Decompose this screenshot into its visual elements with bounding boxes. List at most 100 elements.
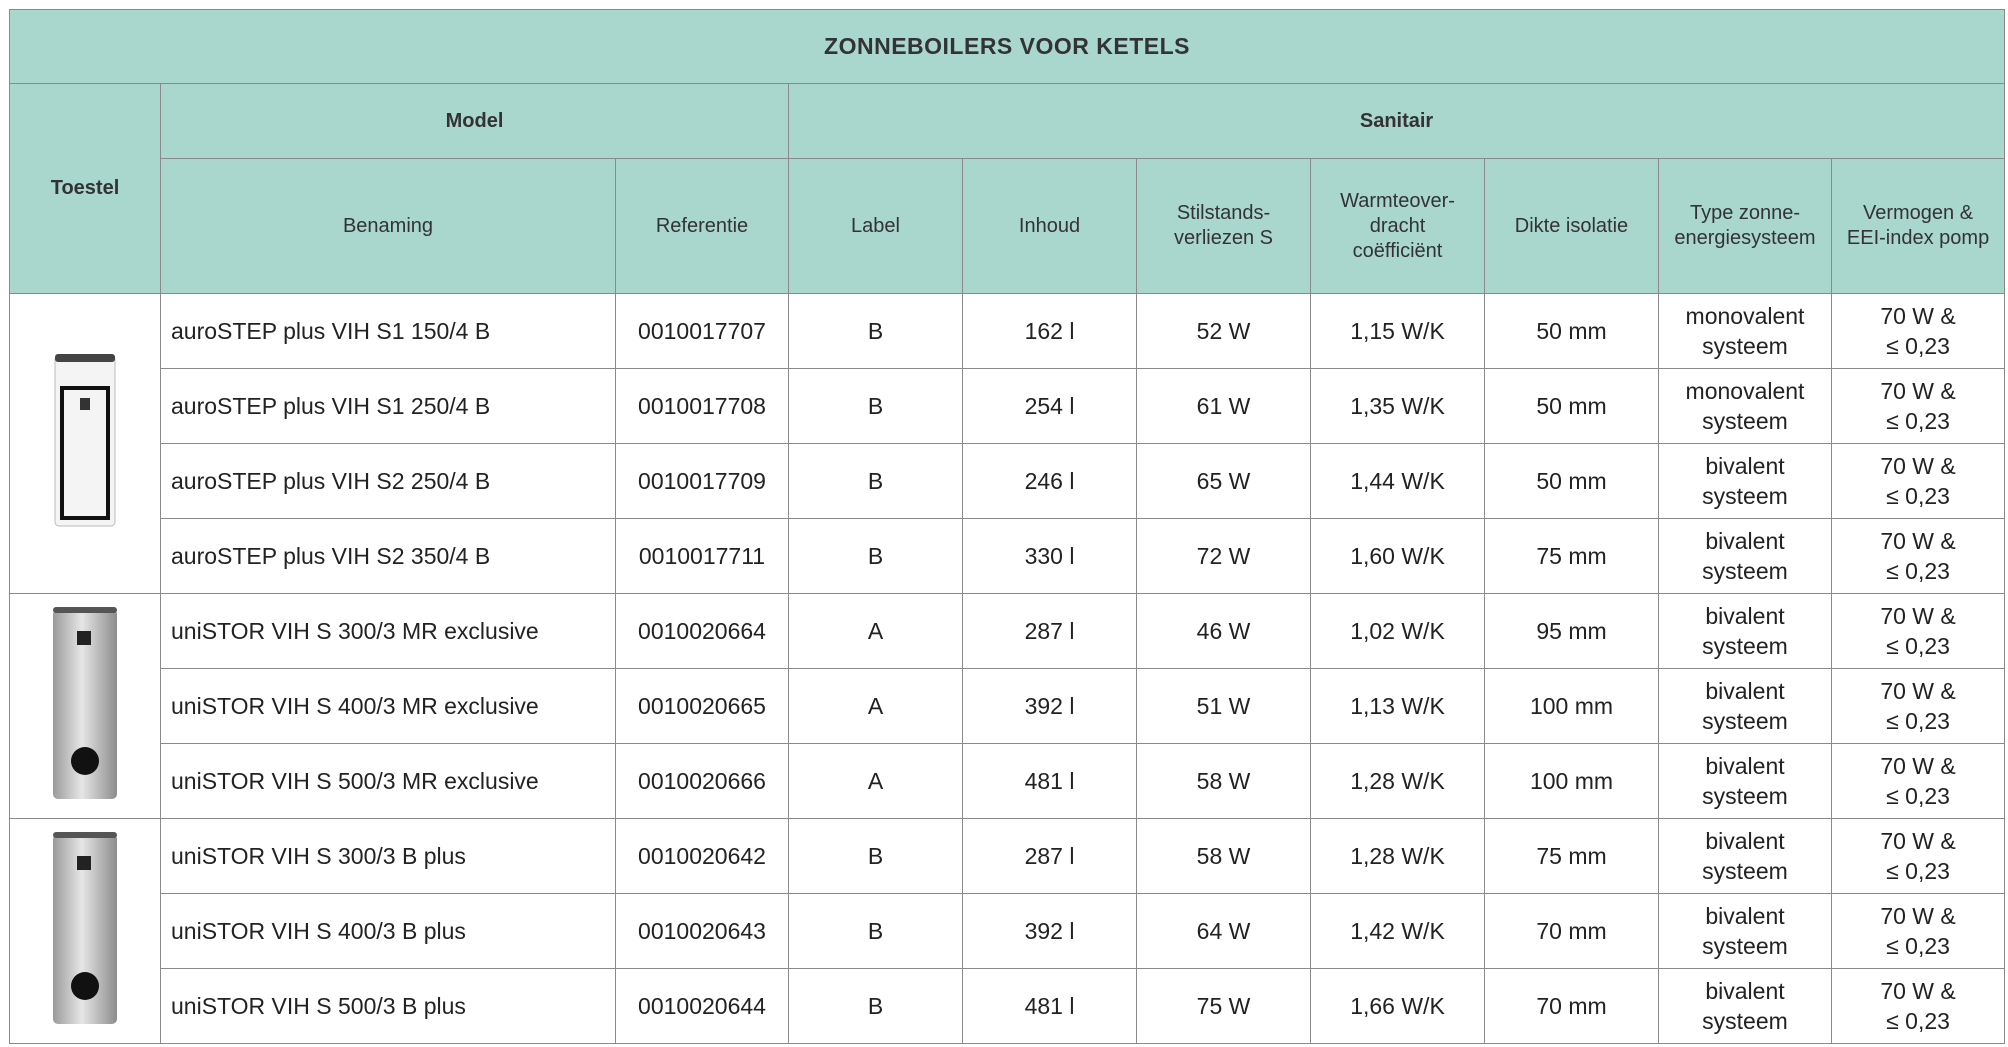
cell: 1,02 W/K	[1310, 593, 1485, 669]
cell-line: EEI-index pomp	[1846, 227, 1990, 249]
cell: B	[788, 518, 963, 594]
cell: 246 l	[962, 443, 1137, 519]
data-row: uniSTOR VIH S 400/3 MR exclusive 00100206…	[10, 668, 2006, 744]
cell: 100 mm	[1484, 668, 1659, 744]
cell-line: bivalent	[1705, 753, 1785, 779]
cell: 0010020644	[615, 968, 789, 1044]
cell: 1,60 W/K	[1310, 518, 1485, 594]
cell: bivalent systeem	[1658, 743, 1832, 819]
cell: 75 W	[1136, 968, 1311, 1044]
cell: monovalent systeem	[1658, 293, 1832, 369]
cell: 70 W & ≤ 0,23	[1830, 968, 2006, 1044]
model-name: auroSTEP plus VIH S2 250/4 B	[160, 443, 616, 519]
cell: 70 W & ≤ 0,23	[1830, 293, 2006, 369]
cell: bivalent systeem	[1658, 593, 1832, 669]
model-name: uniSTOR VIH S 400/3 MR exclusive	[160, 668, 616, 744]
model-name: auroSTEP plus VIH S1 150/4 B	[160, 293, 616, 369]
cell-line: Label	[851, 214, 900, 237]
cell-line: monovalent	[1685, 378, 1805, 404]
cell: B	[788, 443, 963, 519]
cell: 1,44 W/K	[1310, 443, 1485, 519]
cell: 0010020643	[615, 893, 789, 969]
cell: 58 W	[1136, 743, 1311, 819]
cell: 1,13 W/K	[1310, 668, 1485, 744]
cell: bivalent systeem	[1658, 443, 1832, 519]
cell: 1,28 W/K	[1310, 743, 1485, 819]
cell: 0010017708	[615, 368, 789, 444]
cell-line: bivalent	[1705, 603, 1785, 629]
cell: 70 W & ≤ 0,23	[1830, 593, 2006, 669]
model-name: uniSTOR VIH S 500/3 B plus	[160, 968, 616, 1044]
model-name: auroSTEP plus VIH S2 350/4 B	[160, 518, 616, 594]
column-header: Dikte isolatie	[1484, 158, 1659, 294]
cell-line: systeem	[1702, 933, 1788, 959]
column-header: Vermogen & EEI-index pomp	[1830, 158, 2006, 294]
cell: B	[788, 368, 963, 444]
cell-line: systeem	[1702, 633, 1788, 659]
cell: bivalent systeem	[1658, 893, 1832, 969]
model-name: uniSTOR VIH S 300/3 B plus	[160, 818, 616, 894]
data-row: auroSTEP plus VIH S1 150/4 B 0010017707 B 1…	[9, 293, 2006, 594]
cell: 70 W & ≤ 0,23	[1830, 818, 2006, 894]
model-name: uniSTOR VIH S 300/3 MR exclusive	[160, 593, 616, 669]
boiler-icon	[53, 606, 117, 799]
cell: 0010020664	[615, 593, 789, 669]
cell: 95 mm	[1484, 593, 1659, 669]
boiler-icon	[53, 831, 117, 1024]
cell: 0010017709	[615, 443, 789, 519]
cell: B	[788, 293, 963, 369]
cell: 46 W	[1136, 593, 1311, 669]
cell: 162 l	[962, 293, 1137, 369]
product-image-cell	[9, 818, 161, 1044]
cell: 72 W	[1136, 518, 1311, 594]
cell-line: energiesysteem	[1674, 227, 1816, 249]
cell: 50 mm	[1484, 293, 1659, 369]
cell: bivalent systeem	[1658, 668, 1832, 744]
cell-line: 70 W &	[1880, 978, 1956, 1004]
cell: 1,28 W/K	[1310, 818, 1485, 894]
cell: 70 W & ≤ 0,23	[1830, 443, 2006, 519]
boiler-icon	[54, 354, 116, 527]
cell: 75 mm	[1484, 818, 1659, 894]
cell: 70 W & ≤ 0,23	[1830, 668, 2006, 744]
data-row: auroSTEP plus VIH S2 350/4 B 0010017711 B 3…	[10, 518, 2006, 594]
cell: 51 W	[1136, 668, 1311, 744]
model-name: auroSTEP plus VIH S1 250/4 B	[160, 368, 616, 444]
cell-line: 70 W &	[1880, 378, 1956, 404]
cell: 61 W	[1136, 368, 1311, 444]
cell-line: ≤ 0,23	[1886, 408, 1950, 434]
cell: 481 l	[962, 743, 1137, 819]
cell-line: ≤ 0,23	[1886, 558, 1950, 584]
toestel-header: Toestel	[9, 83, 161, 294]
cell-line: bivalent	[1705, 678, 1785, 704]
cell-line: 70 W &	[1880, 528, 1956, 554]
data-row: uniSTOR VIH S 500/3 MR exclusive 00100206…	[10, 743, 2006, 819]
column-header-row: Benaming Referentie Label Inhoud Stilstands-…	[10, 158, 2006, 294]
boiler-table: ZONNEBOILERS VOOR KETELS Toestel Model Sani…	[8, 9, 2006, 1044]
cell: 100 mm	[1484, 743, 1659, 819]
column-header: Referentie	[615, 158, 789, 294]
cell: 70 mm	[1484, 968, 1659, 1044]
cell-line: 70 W &	[1880, 678, 1956, 704]
cell-line: Warmteover-	[1340, 189, 1455, 212]
cell: 70 W & ≤ 0,23	[1830, 518, 2006, 594]
cell: 0010020665	[615, 668, 789, 744]
data-row: uniSTOR VIH S 300/3 B plus 0010020642 B 287…	[9, 818, 2006, 1044]
cell: 65 W	[1136, 443, 1311, 519]
cell-line: systeem	[1702, 558, 1788, 584]
cell-line: bivalent	[1705, 453, 1785, 479]
cell-line: 70 W &	[1880, 603, 1956, 629]
data-row: auroSTEP plus VIH S1 250/4 B 0010017708 B 2…	[10, 368, 2006, 444]
cell-line: coëfficiënt	[1352, 239, 1443, 262]
cell: 50 mm	[1484, 368, 1659, 444]
cell-line: Inhoud	[1018, 214, 1081, 237]
cell: 1,66 W/K	[1310, 968, 1485, 1044]
column-header: Benaming	[160, 158, 616, 294]
cell-line: systeem	[1702, 858, 1788, 884]
data-row: uniSTOR VIH S 500/3 B plus 0010020644 B 481…	[10, 968, 2006, 1044]
cell-line: systeem	[1702, 408, 1788, 434]
column-header: Warmteover-dracht coëfficiënt	[1310, 158, 1485, 294]
group-header-row: Toestel Model Sanitair	[9, 83, 2006, 294]
cell-line: 70 W &	[1880, 753, 1956, 779]
